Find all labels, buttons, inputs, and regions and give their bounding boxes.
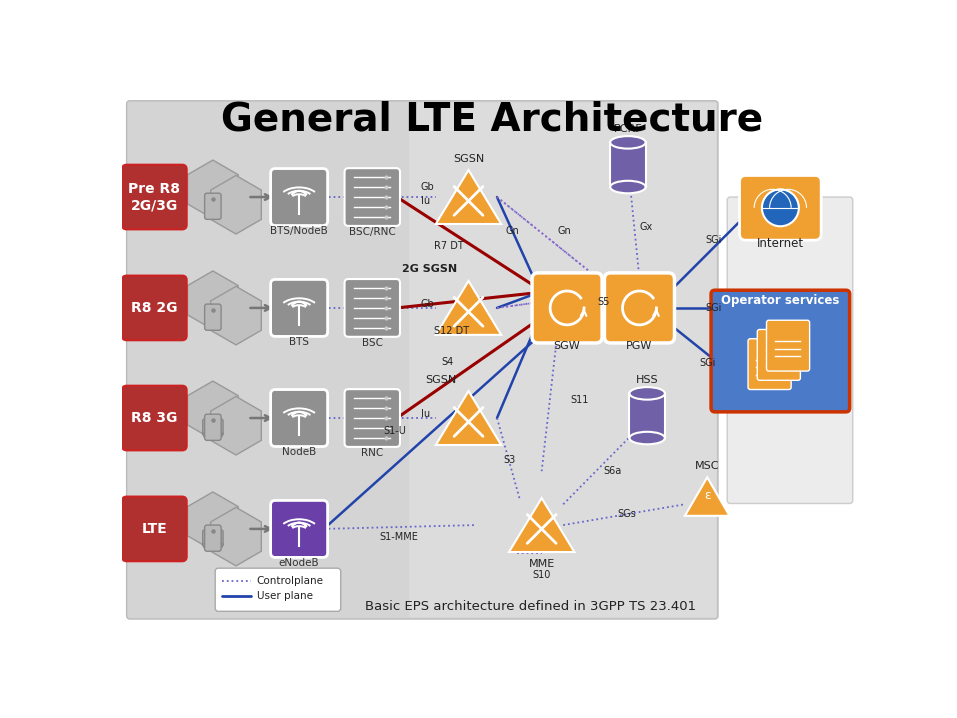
Text: PGW: PGW xyxy=(626,342,653,351)
Polygon shape xyxy=(188,381,238,439)
Text: Operator services: Operator services xyxy=(722,294,839,307)
Text: BTS/NodeB: BTS/NodeB xyxy=(270,226,328,236)
Polygon shape xyxy=(188,271,238,330)
Text: SGSN: SGSN xyxy=(453,154,484,164)
Text: S1-U: S1-U xyxy=(384,426,407,436)
Text: SGi: SGi xyxy=(700,358,716,368)
Polygon shape xyxy=(435,281,501,335)
Text: Controlplane: Controlplane xyxy=(256,576,323,585)
FancyBboxPatch shape xyxy=(122,164,187,229)
Text: 2G SGSN: 2G SGSN xyxy=(402,264,457,274)
Text: S12 DT: S12 DT xyxy=(434,326,469,336)
Polygon shape xyxy=(435,170,501,224)
Polygon shape xyxy=(202,544,224,548)
FancyBboxPatch shape xyxy=(205,414,221,440)
Text: S11: S11 xyxy=(570,396,589,406)
Text: NodeB: NodeB xyxy=(282,447,316,457)
FancyBboxPatch shape xyxy=(122,497,187,561)
Text: Internet: Internet xyxy=(757,237,804,250)
Text: BSC/RNC: BSC/RNC xyxy=(349,227,395,237)
FancyBboxPatch shape xyxy=(271,390,327,447)
FancyBboxPatch shape xyxy=(410,103,717,617)
Circle shape xyxy=(762,190,799,226)
Ellipse shape xyxy=(611,136,646,149)
FancyBboxPatch shape xyxy=(271,169,327,225)
FancyBboxPatch shape xyxy=(757,330,800,381)
FancyBboxPatch shape xyxy=(748,339,791,390)
Text: R8 2G: R8 2G xyxy=(131,301,178,315)
Text: SGW: SGW xyxy=(554,342,581,351)
Text: RNC: RNC xyxy=(361,448,384,457)
Ellipse shape xyxy=(611,181,646,193)
Text: MSC: MSC xyxy=(695,461,720,471)
Text: Gb: Gb xyxy=(421,182,434,192)
Text: BSC: BSC xyxy=(362,337,383,348)
FancyBboxPatch shape xyxy=(767,320,810,371)
Text: Gx: Gx xyxy=(639,222,653,232)
FancyBboxPatch shape xyxy=(203,530,223,545)
Text: S3: S3 xyxy=(503,455,516,465)
FancyBboxPatch shape xyxy=(345,389,400,447)
Text: User plane: User plane xyxy=(256,591,313,601)
FancyBboxPatch shape xyxy=(271,500,327,557)
FancyBboxPatch shape xyxy=(126,101,718,619)
FancyBboxPatch shape xyxy=(345,279,400,337)
Polygon shape xyxy=(211,286,261,345)
Text: Iu: Iu xyxy=(421,409,430,419)
Text: S5: S5 xyxy=(597,297,610,307)
FancyBboxPatch shape xyxy=(122,386,187,450)
Text: HSS: HSS xyxy=(635,376,658,386)
Text: SGi: SGi xyxy=(705,236,722,245)
FancyBboxPatch shape xyxy=(205,304,221,330)
Bar xyxy=(611,142,646,187)
Polygon shape xyxy=(211,396,261,455)
Text: S4: S4 xyxy=(441,357,454,367)
FancyBboxPatch shape xyxy=(215,568,341,611)
Text: LTE: LTE xyxy=(142,522,167,536)
FancyBboxPatch shape xyxy=(205,193,221,220)
Polygon shape xyxy=(188,160,238,218)
Text: Basic EPS architecture defined in 3GPP TS 23.401: Basic EPS architecture defined in 3GPP T… xyxy=(365,600,696,613)
Text: General LTE Architecture: General LTE Architecture xyxy=(220,100,763,138)
Text: R7 DT: R7 DT xyxy=(434,241,463,251)
Text: S6a: S6a xyxy=(603,466,621,476)
Text: eNodeB: eNodeB xyxy=(278,558,320,568)
FancyBboxPatch shape xyxy=(727,197,853,503)
Text: S1-MME: S1-MME xyxy=(380,531,418,541)
Polygon shape xyxy=(685,477,729,516)
Text: SGs: SGs xyxy=(617,509,635,519)
Text: PCRF: PCRF xyxy=(613,124,642,134)
FancyBboxPatch shape xyxy=(740,175,821,240)
FancyBboxPatch shape xyxy=(122,276,187,340)
Polygon shape xyxy=(211,508,261,566)
FancyBboxPatch shape xyxy=(711,290,850,412)
Text: S10: S10 xyxy=(532,570,551,580)
Polygon shape xyxy=(211,175,261,234)
Text: SGSN: SGSN xyxy=(426,375,457,385)
Polygon shape xyxy=(509,498,574,552)
Text: Iu: Iu xyxy=(421,196,430,206)
Text: MME: MME xyxy=(528,559,555,569)
Text: Gb: Gb xyxy=(421,299,434,309)
Polygon shape xyxy=(435,391,501,445)
Polygon shape xyxy=(188,492,238,551)
Polygon shape xyxy=(202,433,224,437)
FancyBboxPatch shape xyxy=(271,279,327,337)
Text: ε: ε xyxy=(704,488,710,502)
FancyBboxPatch shape xyxy=(605,273,675,343)
Bar xyxy=(630,393,665,438)
FancyBboxPatch shape xyxy=(345,168,400,226)
FancyBboxPatch shape xyxy=(532,273,602,343)
FancyBboxPatch shape xyxy=(205,525,221,551)
Ellipse shape xyxy=(630,432,665,444)
Text: Pre R8
2G/3G: Pre R8 2G/3G xyxy=(128,182,180,212)
Ellipse shape xyxy=(630,387,665,400)
Text: BTS: BTS xyxy=(289,337,309,347)
Text: SGi: SGi xyxy=(705,303,722,313)
Text: Gn: Gn xyxy=(505,226,520,236)
Text: Gn: Gn xyxy=(558,226,571,236)
Text: R8 3G: R8 3G xyxy=(131,411,178,425)
FancyBboxPatch shape xyxy=(203,419,223,434)
